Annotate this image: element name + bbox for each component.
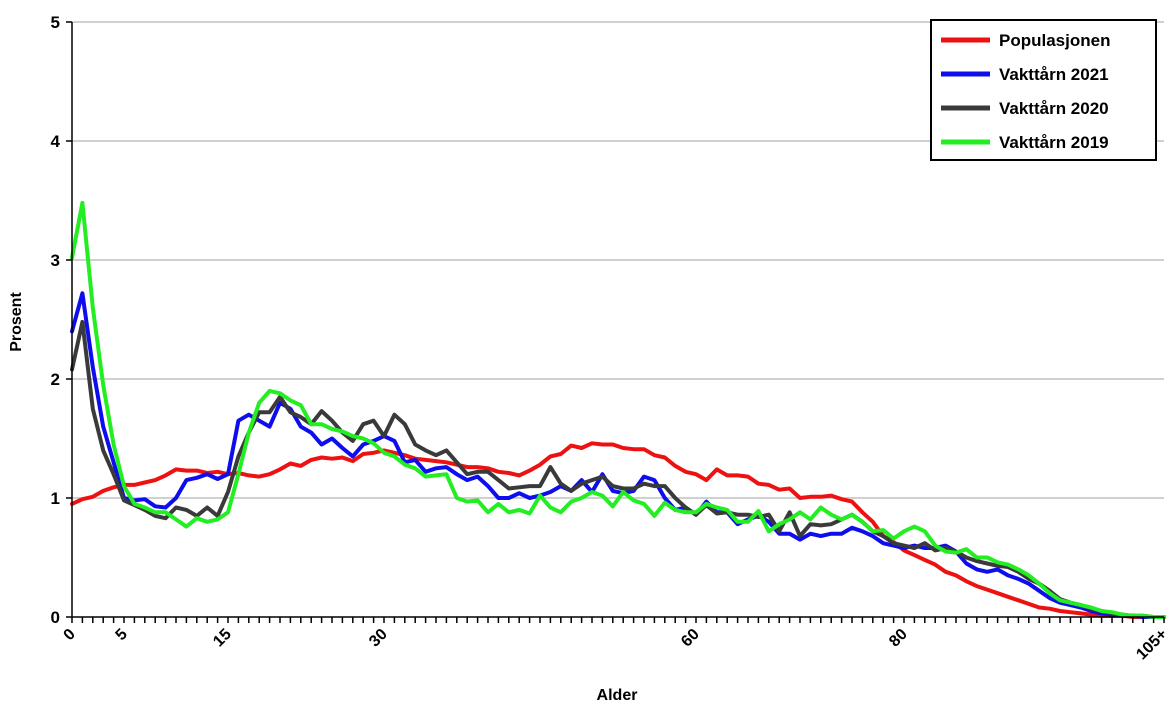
axes (71, 22, 1164, 618)
x-tick-label: 30 (366, 626, 391, 651)
x-axis-title: Alder (597, 687, 638, 704)
y-tick-label: 5 (51, 13, 60, 32)
series-lines (70, 200, 1166, 619)
x-tick-label: 15 (210, 626, 235, 651)
series-line-path (70, 441, 1166, 619)
y-tick-label: 1 (51, 489, 60, 508)
legend-label: Populasjonen (999, 31, 1110, 50)
series-line-1 (70, 441, 1166, 619)
y-tick-labels: 0 1 2 3 4 5 (51, 13, 72, 627)
legend: Populasjonen Vakttårn 2021 Vakttårn 2020 Va… (930, 19, 1157, 161)
legend-item: Populasjonen (941, 31, 1110, 50)
x-tick-label: 80 (886, 626, 911, 651)
series-line-2 (70, 291, 1166, 619)
y-tick-label: 4 (51, 132, 61, 151)
series-line-4 (70, 200, 1166, 619)
legend-box (930, 19, 1157, 161)
x-tick-label: 60 (678, 626, 703, 651)
y-tick-label: 3 (51, 251, 60, 270)
legend-item: Vakttårn 2020 (941, 99, 1109, 118)
legend-label: Vakttårn 2021 (999, 65, 1109, 84)
x-tick-label: 0 (61, 626, 79, 644)
legend-item: Vakttårn 2021 (941, 65, 1109, 84)
legend-label: Vakttårn 2020 (999, 99, 1109, 118)
x-tick-labels: 0 5 15 30 60 80 105+ (61, 617, 1170, 663)
y-tick-label: 2 (51, 370, 60, 389)
series-line-path (70, 200, 1166, 619)
legend-item: Vakttårn 2019 (941, 133, 1109, 152)
y-tick-label: 0 (51, 608, 60, 627)
x-tick-label: 5 (113, 626, 131, 644)
y-axis-title: Prosent (8, 292, 25, 352)
legend-label: Vakttårn 2019 (999, 133, 1109, 152)
series-line-path (70, 291, 1166, 619)
x-tick-label: 105+ (1133, 626, 1170, 664)
